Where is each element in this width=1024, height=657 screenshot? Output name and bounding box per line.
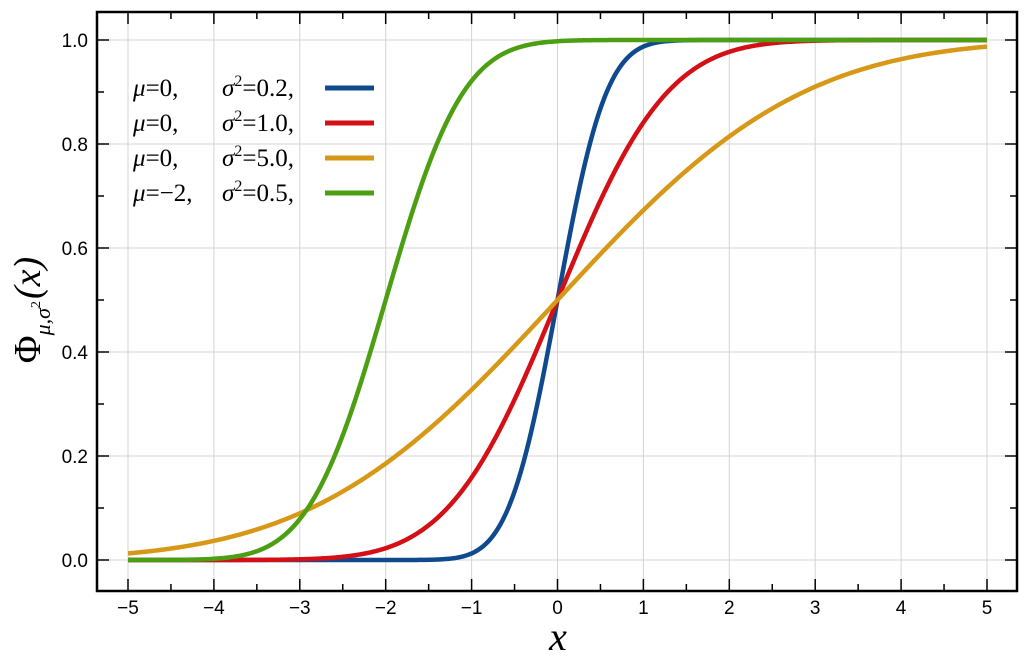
legend-sigma: σ2=0.2,	[222, 73, 294, 102]
y-tick-label: 1.0	[62, 31, 88, 52]
x-tick-label: −1	[461, 598, 483, 619]
legend-mu: μ=0,	[132, 110, 178, 137]
x-tick-label: 5	[982, 598, 993, 619]
legend-entry-2: μ=0, σ2=5.0,	[132, 143, 374, 172]
ticks	[97, 12, 1017, 591]
legend-entry-3: μ=−2, σ2=0.5,	[132, 178, 374, 207]
legend-sigma: σ2=5.0,	[222, 143, 294, 172]
y-tick-label: 0.2	[62, 447, 88, 468]
curves	[127, 37, 988, 563]
series-line-3	[127, 37, 988, 563]
x-axis-title: x	[548, 614, 567, 657]
x-tick-label: 4	[896, 598, 907, 619]
x-tick-label: 3	[810, 598, 821, 619]
legend-sigma: σ2=1.0,	[222, 108, 294, 137]
x-tick-label: −5	[117, 598, 139, 619]
legend: μ=0, σ2=0.2, μ=0, σ2=1.0, μ=0, σ2=5.0, μ=−2, σ2…	[132, 73, 374, 207]
y-axis-symbol: Φ	[7, 335, 49, 363]
legend-mu: μ=0,	[132, 75, 178, 102]
y-tick-label: 0.6	[62, 239, 88, 260]
y-axis-argument: (x)	[7, 257, 49, 299]
tick-labels: −5 −4 −3 −2 −1 0 1 2 3 4 5 0.0 0.2 0.4 0.6 0.8 1.0	[62, 31, 993, 619]
x-tick-label: −2	[375, 598, 397, 619]
x-tick-label: 1	[638, 598, 649, 619]
legend-mu: μ=−2,	[132, 180, 193, 207]
legend-sigma: σ2=0.5,	[222, 178, 294, 207]
y-axis-title: Φμ,σ2 (x)	[7, 257, 55, 363]
grid	[97, 12, 1017, 591]
x-tick-label: 0	[552, 598, 563, 619]
y-axis-subscript-exponent: 2	[29, 301, 44, 308]
legend-mu: μ=0,	[132, 145, 178, 172]
y-axis-subscript: μ,σ	[30, 307, 55, 337]
legend-entry-1: μ=0, σ2=1.0,	[132, 108, 374, 137]
series-line-2	[127, 44, 988, 556]
x-tick-label: 2	[724, 598, 735, 619]
y-tick-label: 0.0	[62, 551, 88, 572]
y-tick-label: 0.4	[62, 343, 89, 364]
x-tick-label: −4	[203, 598, 225, 619]
y-tick-label: 0.8	[62, 135, 88, 156]
x-tick-label: −3	[289, 598, 311, 619]
legend-entry-0: μ=0, σ2=0.2,	[132, 73, 374, 102]
svg-text:Φμ,σ2(x): Φμ,σ2 (x)	[7, 257, 55, 363]
